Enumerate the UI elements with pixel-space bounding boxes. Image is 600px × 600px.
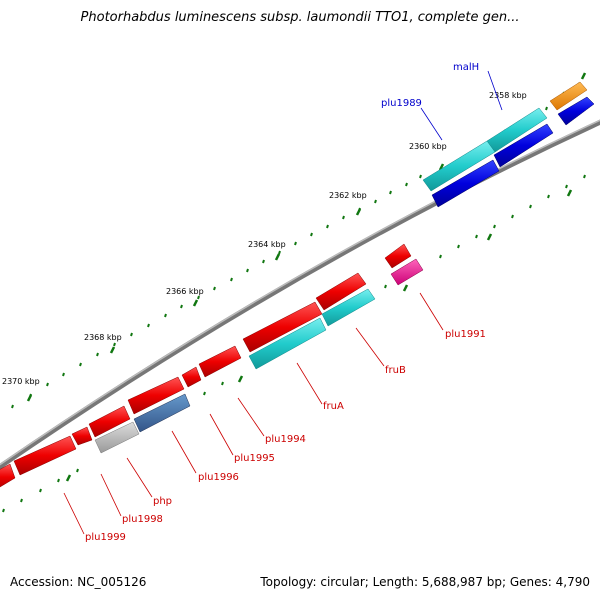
label-plu1998[interactable]: plu1998 [122, 514, 163, 525]
label-fruA[interactable]: fruA [323, 401, 344, 412]
gene-orange[interactable] [549, 81, 588, 111]
outer-major-ticks [26, 72, 587, 402]
label-plu1995[interactable]: plu1995 [234, 453, 275, 464]
gene-blue-3[interactable] [431, 159, 500, 208]
gene-plu1989[interactable] [422, 140, 496, 192]
scale-label-2368: 2368 kbp [84, 333, 122, 342]
gene-fruB-red[interactable] [315, 272, 367, 311]
gene-php[interactable] [94, 421, 140, 454]
label-plu1991[interactable]: plu1991 [445, 329, 486, 340]
gene-plu1991[interactable] [384, 243, 412, 269]
scale-label-2358: 2358 kbp [489, 91, 527, 100]
label-leader-lines [63, 70, 503, 535]
scale-label-2364: 2364 kbp [248, 240, 286, 249]
gene-plu1995[interactable] [181, 366, 202, 388]
accession-text: Accession: NC_005126 [10, 575, 147, 589]
gene-plu1999-b[interactable] [0, 463, 16, 490]
gene-blue-1[interactable] [557, 96, 595, 126]
label-malH[interactable]: malH [453, 62, 479, 73]
label-php[interactable]: php [153, 496, 172, 507]
scale-label-2366: 2366 kbp [166, 287, 204, 296]
label-plu1989[interactable]: plu1989 [381, 98, 422, 109]
genome-summary-text: Topology: circular; Length: 5,688,987 bp… [260, 575, 590, 589]
inner-tick-ring [2, 174, 586, 513]
scale-label-2360: 2360 kbp [409, 142, 447, 151]
label-fruB[interactable]: fruB [385, 365, 406, 376]
gene-plu1994[interactable] [198, 345, 242, 378]
label-plu1996[interactable]: plu1996 [198, 472, 239, 483]
gene-fruA[interactable] [248, 317, 327, 370]
gene-blue-2[interactable] [493, 123, 554, 168]
label-plu1994[interactable]: plu1994 [265, 434, 306, 445]
scale-label-2362: 2362 kbp [329, 191, 367, 200]
gene-plu1996-red[interactable] [127, 376, 185, 415]
genome-backbone-highlight [0, 119, 600, 466]
inner-major-ticks [65, 189, 573, 482]
genome-backbone [0, 119, 600, 470]
gene-plu1991-pseudo[interactable] [390, 258, 424, 286]
gene-plu1999-a[interactable] [13, 435, 77, 476]
gene-fruB[interactable] [321, 288, 376, 327]
scale-label-2370: 2370 kbp [2, 377, 40, 386]
outer-tick-ring [11, 82, 580, 409]
gene-fruA-red[interactable] [242, 301, 323, 353]
label-plu1999[interactable]: plu1999 [85, 532, 126, 543]
map-title: Photorhabdus luminescens subsp. laumondi… [80, 10, 520, 25]
gene-php-red[interactable] [88, 405, 131, 438]
gene-plu1996[interactable] [133, 393, 191, 433]
gene-plu1998[interactable] [71, 426, 93, 446]
